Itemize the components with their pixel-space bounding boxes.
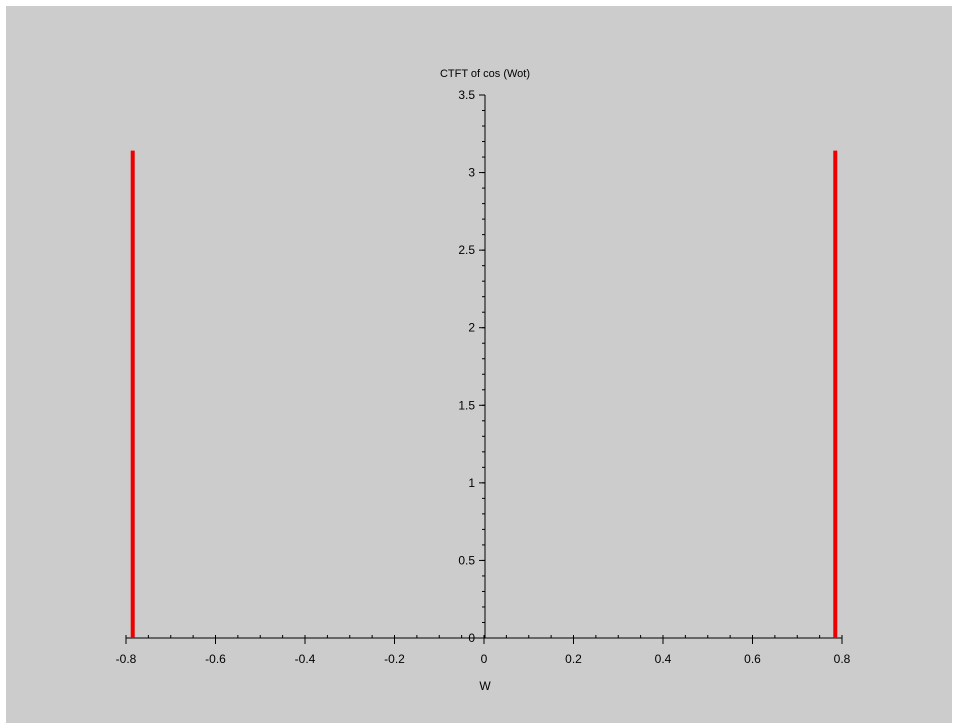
y-tick-label: 0 xyxy=(468,631,475,645)
x-tick-label: 0.8 xyxy=(834,652,851,666)
y-tick-label: 1.5 xyxy=(458,398,475,412)
x-tick-label: -0.6 xyxy=(205,652,226,666)
x-tick-label: -0.2 xyxy=(384,652,405,666)
x-axis: -0.8 -0.6 -0.4 -0.2 0 0.2 0.4 0.6 0.8 xyxy=(116,635,851,666)
x-tick-label: 0.4 xyxy=(655,652,672,666)
y-tick-label: 1 xyxy=(468,476,475,490)
y-tick-label: 3 xyxy=(468,166,475,180)
x-tick-label: 0.2 xyxy=(565,652,582,666)
x-tick-label: -0.4 xyxy=(295,652,316,666)
x-tick-label: -0.8 xyxy=(116,652,137,666)
chart-title: CTFT of cos (Wot) xyxy=(440,68,530,80)
y-tick-label: 3.5 xyxy=(458,88,475,102)
x-tick-label: 0 xyxy=(481,652,488,666)
x-axis-label: W xyxy=(479,679,491,693)
y-tick-label: 0.5 xyxy=(458,553,475,567)
plot-area xyxy=(6,6,952,723)
y-tick-label: 2 xyxy=(468,321,475,335)
impulse-series xyxy=(130,150,838,638)
x-tick-label: 0.6 xyxy=(744,652,761,666)
y-tick-label: 2.5 xyxy=(458,243,475,257)
y-axis: 0 0.5 1 1.5 2 2.5 3 3.5 xyxy=(458,88,486,645)
